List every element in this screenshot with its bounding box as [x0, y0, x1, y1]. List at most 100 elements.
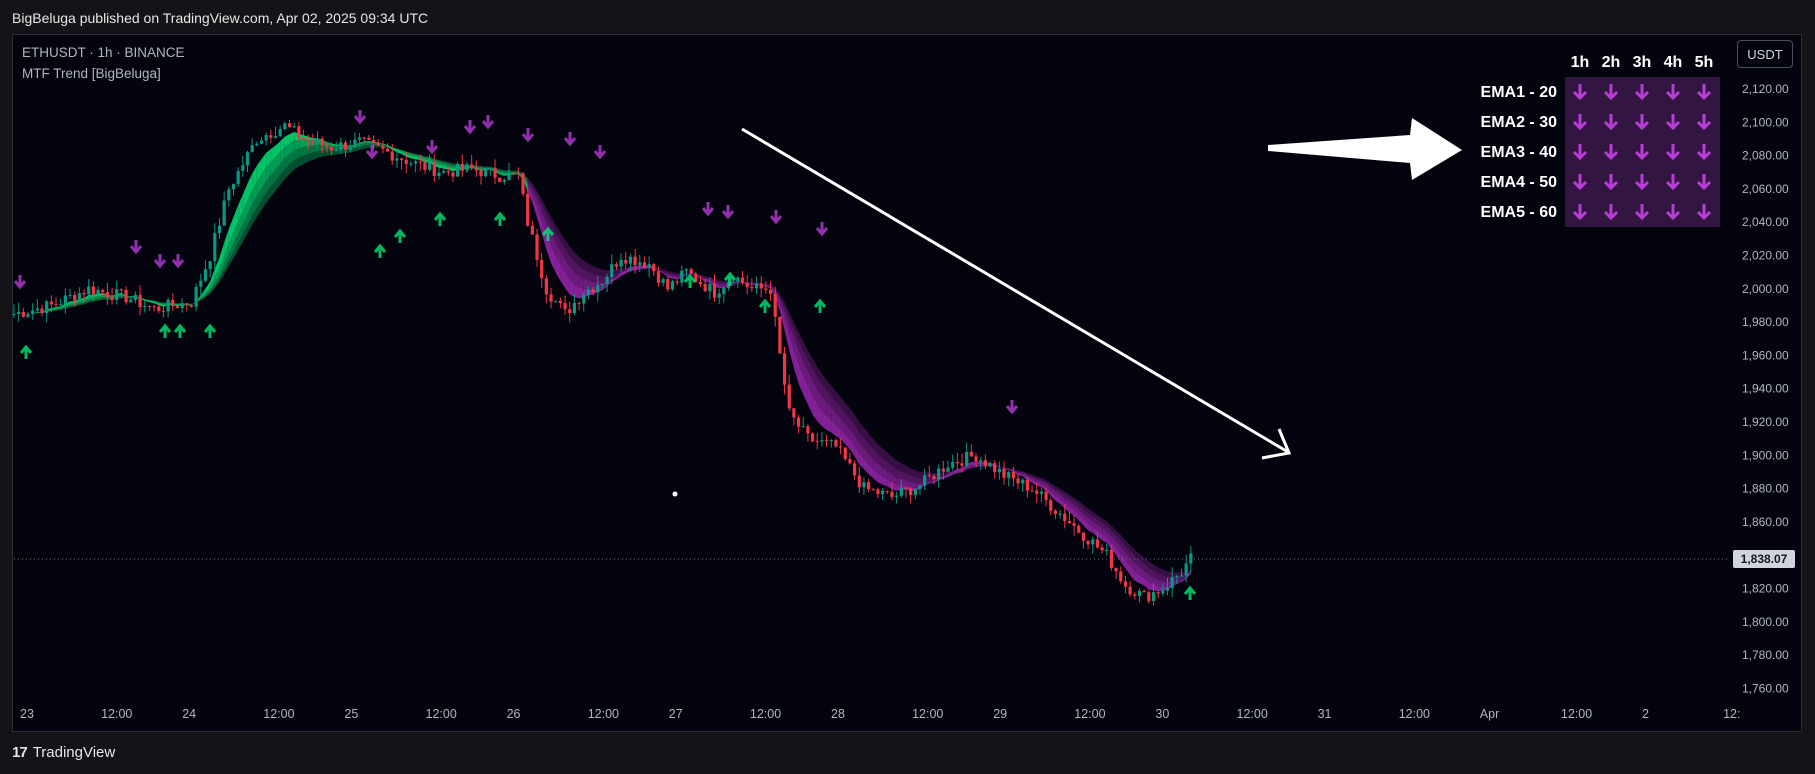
ema-band-segment [1186, 574, 1191, 579]
time-tick-label: 12:00 [1399, 707, 1430, 721]
ema-band-segment [840, 417, 846, 435]
ema-band-segment [1120, 540, 1126, 553]
candle-body [194, 286, 198, 307]
trend-line[interactable] [741, 127, 1289, 454]
ema-band-segment [761, 282, 766, 285]
ema-band-segment [910, 475, 916, 484]
ema-band-segment [527, 186, 533, 203]
ema-band-segment [527, 182, 533, 195]
ema-table-column-header: 3h [1633, 54, 1652, 71]
ema-band-segment [485, 166, 491, 168]
ema-band-segment [1022, 473, 1028, 478]
indicator-legend[interactable]: MTF Trend [BigBeluga] [22, 66, 161, 81]
candle-body [1025, 479, 1029, 491]
candle-body [792, 408, 796, 418]
ema-band-segment [154, 300, 159, 302]
ema-band-segment [812, 368, 818, 390]
ema-band-segment [1032, 476, 1037, 480]
candle-body [619, 259, 623, 267]
ema-band-segment [1088, 523, 1093, 533]
ema-band-segment [891, 465, 897, 478]
currency-button[interactable]: USDT [1737, 40, 1793, 68]
big-arrow[interactable] [1268, 118, 1462, 180]
price-tick-label: 1,800.00 [1742, 615, 1789, 629]
candle-body [376, 142, 380, 146]
candle-body [1039, 491, 1043, 494]
ema-band-segment [817, 376, 822, 397]
ema-band-segment [88, 294, 94, 298]
ema-band-segment [1144, 557, 1149, 569]
ema-band-segment [966, 467, 972, 470]
up-signal-arrow [373, 243, 387, 258]
ema-band-segment [420, 154, 425, 157]
ema-band-segment [88, 300, 94, 303]
ema-band-segment [233, 233, 239, 253]
ema-band-segment [84, 299, 89, 304]
candle-body [923, 475, 927, 486]
ema-band-segment [266, 161, 271, 181]
ema-band-segment [1083, 518, 1089, 531]
ema-band-segment [247, 173, 253, 201]
ema-band-segment [868, 464, 874, 479]
candle-body [68, 295, 72, 297]
ema-band-segment [821, 373, 827, 391]
ema-band-segment [205, 290, 211, 297]
candle-body [353, 139, 357, 148]
ema-band-segment [555, 255, 561, 281]
ema-band-segment [1148, 582, 1154, 591]
candle-body [259, 140, 264, 144]
ema-band-segment [1074, 510, 1079, 521]
ema-band-segment [56, 307, 61, 310]
ema-band-segment [1172, 571, 1177, 577]
ema-band-segment [205, 286, 211, 295]
candle-body [185, 303, 189, 306]
ema-band-segment [532, 194, 538, 218]
symbol-legend[interactable]: ETHUSDT · 1h · BINANCE [22, 45, 185, 60]
ema-band-segment [233, 242, 239, 259]
candle-body [91, 286, 95, 295]
ema-band-segment [28, 313, 33, 315]
ema-band-segment [616, 268, 622, 274]
candle-body [1165, 587, 1170, 591]
ema-band-segment [607, 279, 612, 286]
ema-table-column-header: 4h [1664, 54, 1683, 71]
candle-body [717, 293, 721, 298]
ema-band-segment [616, 272, 622, 278]
ema-band-segment [1078, 514, 1084, 526]
ema-band-segment [1153, 577, 1159, 586]
ema-band-segment [1102, 518, 1107, 526]
ema-band-segment [443, 162, 449, 165]
candle-body [110, 297, 114, 300]
candle-body [871, 489, 875, 491]
ema-band-segment [817, 389, 822, 411]
down-signal-arrow [721, 205, 735, 220]
ema-band-segment [1032, 479, 1037, 486]
ema-band-segment [392, 147, 397, 153]
ema-band-segment [60, 307, 66, 311]
ema-band-segment [387, 145, 393, 148]
annotations [672, 118, 1462, 497]
candle-body [1021, 479, 1025, 484]
ema-band-segment [509, 171, 514, 173]
ema-band-segment [252, 196, 257, 216]
ema-band-segment [1036, 479, 1042, 484]
ema-band-segment [60, 306, 66, 310]
ema-band-segment [84, 297, 89, 302]
ema-band-segment [667, 274, 673, 277]
ema-band-segment [765, 283, 771, 286]
ema-band-segment [948, 471, 953, 476]
ema-band-segment [943, 472, 948, 477]
ema-band-segment [705, 277, 710, 280]
ema-band-segment [719, 281, 724, 285]
ema-band-segment [877, 463, 883, 477]
ema-band-segment [845, 434, 850, 450]
candle-body [806, 426, 810, 434]
ema-band-segment [205, 292, 211, 298]
ema-band-segment [770, 286, 776, 293]
ema-band-segment [976, 461, 981, 465]
ema-band-segment [882, 476, 888, 487]
ema-band-segment [630, 266, 636, 270]
ema-band-segment [672, 272, 678, 275]
candle-body [502, 180, 506, 182]
